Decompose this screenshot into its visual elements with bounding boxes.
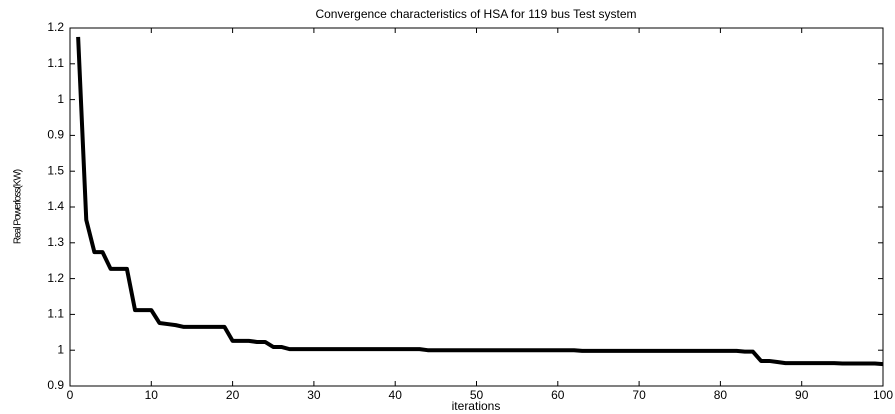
x-tick-label: 70 bbox=[632, 388, 646, 402]
y-tick-label: 1 bbox=[57, 342, 64, 356]
y-tick-label: 1.5 bbox=[47, 163, 64, 177]
chart-title: Convergence characteristics of HSA for 1… bbox=[315, 7, 636, 21]
x-tick-label: 50 bbox=[470, 388, 484, 402]
y-tick-label: 1.4 bbox=[47, 199, 64, 213]
y-tick-label: 1.3 bbox=[47, 235, 64, 249]
x-tick-label: 20 bbox=[226, 388, 240, 402]
x-tick-label: 90 bbox=[795, 388, 809, 402]
x-tick-label: 0 bbox=[67, 388, 74, 402]
y-tick-label: 0.9 bbox=[47, 378, 64, 392]
x-axis-label: iterations bbox=[452, 399, 501, 413]
y-tick-label: 1.2 bbox=[47, 271, 64, 285]
x-tick-label: 40 bbox=[389, 388, 403, 402]
x-tick-label: 30 bbox=[307, 388, 321, 402]
y-tick-label: 1 bbox=[57, 92, 64, 106]
y-tick-label: 1.1 bbox=[47, 56, 64, 70]
y-tick-label: 1.1 bbox=[47, 307, 64, 321]
y-tick-label: 0.9 bbox=[47, 128, 64, 142]
x-tick-label: 100 bbox=[873, 388, 893, 402]
x-tick-label: 80 bbox=[714, 388, 728, 402]
plot-box bbox=[69, 27, 884, 387]
line-series bbox=[76, 36, 884, 367]
x-tick-label: 60 bbox=[551, 388, 565, 402]
x-tick-label: 10 bbox=[145, 388, 159, 402]
y-axis-label: Real Powerloss(KW) bbox=[13, 169, 24, 244]
y-tick-label: 1.2 bbox=[47, 20, 64, 34]
